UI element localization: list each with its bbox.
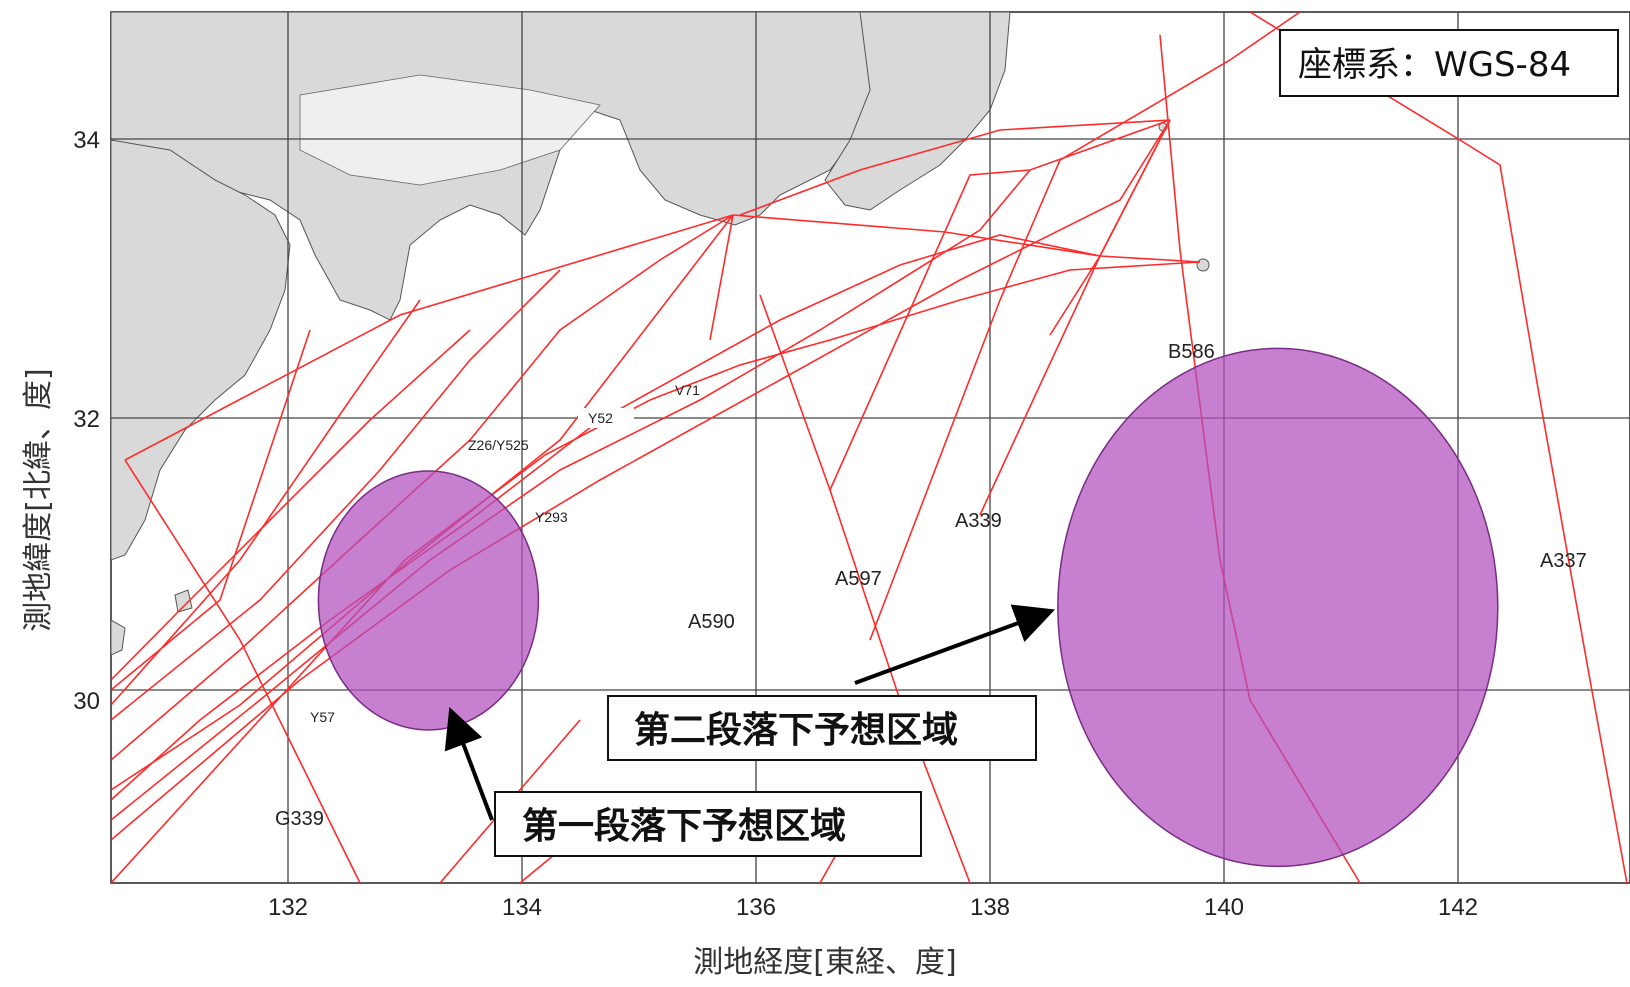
- x-tick-label: 142: [1438, 894, 1478, 921]
- route-line: [111, 329, 471, 681]
- y-tick-labels: 34 32 30: [73, 127, 100, 715]
- route-line: [111, 329, 311, 691]
- route-line: [111, 299, 421, 706]
- inland-sea: [299, 74, 601, 186]
- route-line: [1249, 12, 1628, 883]
- route-line: [1049, 119, 1171, 336]
- y-tick-label: 30: [73, 688, 100, 715]
- x-axis-title: 測地経度[東経、度]: [693, 945, 956, 980]
- x-tick-label: 138: [970, 894, 1010, 921]
- route-label: Y293: [535, 509, 568, 525]
- second-stage-label-box: 第二段落下予想区域: [607, 695, 1037, 761]
- first-stage-label-box: 第一段落下予想区域: [494, 791, 922, 857]
- land-kii: [824, 12, 1011, 211]
- route-line: [111, 269, 561, 721]
- route-label: A337: [1540, 550, 1587, 572]
- land-hachijo: [1196, 258, 1210, 272]
- route-label: A597: [835, 568, 882, 590]
- second-stage-label: 第二段落下予想区域: [634, 710, 958, 751]
- route-line: [739, 119, 1171, 216]
- route-label: A590: [688, 611, 735, 633]
- crs-label: 座標系：WGS-84: [1298, 45, 1571, 85]
- arrow-first-stage: [444, 707, 494, 821]
- land-masses: [111, 12, 1210, 656]
- route-line: [124, 214, 1201, 461]
- route-label: Y52: [588, 410, 613, 426]
- route-line: [111, 119, 1171, 841]
- y-tick-label: 34: [73, 127, 100, 154]
- x-tick-label: 136: [736, 894, 776, 921]
- route-label: B586: [1168, 341, 1215, 363]
- route-line: [124, 459, 361, 883]
- route-label: A339: [955, 510, 1002, 532]
- land-island-small: [174, 589, 193, 613]
- x-tick-label: 134: [502, 894, 542, 921]
- land-island-south: [111, 619, 126, 656]
- x-tick-labels: 132 134 136 138 140 142: [268, 894, 1478, 921]
- first-stage-label: 第一段落下予想区域: [522, 806, 846, 847]
- land-kyushu: [111, 139, 291, 561]
- route-label: Y57: [310, 709, 335, 725]
- y-axis-title: 測地緯度[北緯、度]: [21, 368, 56, 631]
- route-label: G339: [275, 808, 324, 830]
- route-label: V71: [675, 382, 700, 398]
- first-stage-impact-zone: [317, 470, 540, 731]
- second-stage-impact-zone: [1057, 347, 1499, 868]
- y-tick-label: 32: [73, 406, 100, 433]
- route-line: [111, 214, 734, 761]
- route-line: [829, 119, 1171, 491]
- arrow-second-stage: [854, 604, 1056, 685]
- x-tick-label: 140: [1204, 894, 1244, 921]
- route-label: Z26/Y525: [468, 437, 529, 453]
- crs-legend: 座標系：WGS-84: [1279, 29, 1619, 97]
- route-line: [869, 12, 1301, 641]
- route-line: [759, 294, 971, 883]
- route-labels: Y52 V71 Z26/Y525 Y293 Y57 G339 A590 A597…: [275, 341, 1587, 830]
- route-line: [709, 214, 734, 341]
- x-tick-label: 132: [268, 894, 308, 921]
- route-line: [111, 169, 1031, 821]
